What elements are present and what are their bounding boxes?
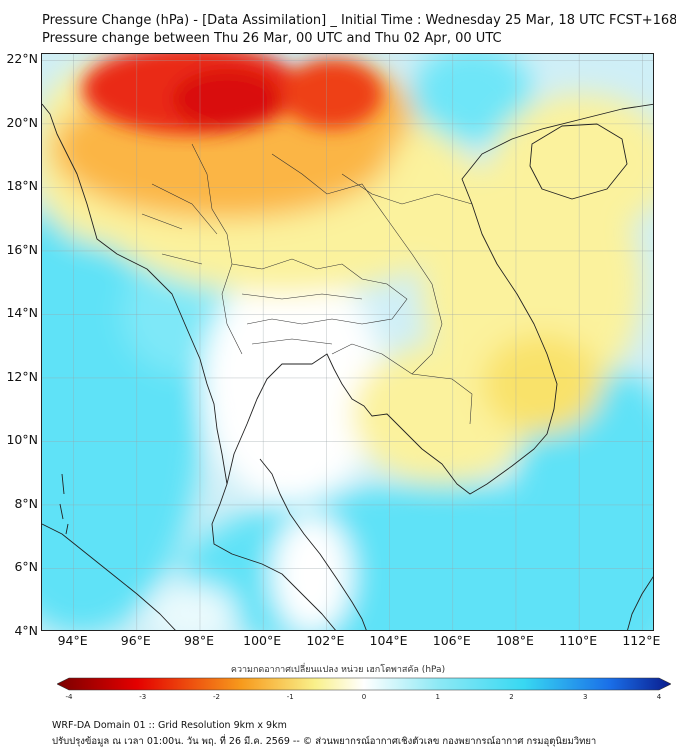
malay-east-coast	[259, 458, 367, 630]
lat-label: 6°N	[14, 559, 38, 575]
sumatra-coast	[42, 523, 176, 630]
andaman-islands	[59, 473, 69, 535]
field-red-center	[172, 69, 282, 129]
colorbar-tick-label: -1	[286, 693, 294, 701]
graticule	[42, 54, 653, 630]
lat-label: 12°N	[6, 368, 38, 384]
colorbar-tick-label: 3	[583, 693, 588, 701]
footer-update-info: ปรับปรุงข้อมูล ณ เวลา 01:00น. วัน พฤ. ที…	[52, 736, 597, 747]
provinces-myanmar	[141, 183, 218, 265]
lat-label: 14°N	[6, 305, 38, 321]
colorbar-title: ความกดอากาศเปลี่ยนแปลง หน่วย เฮกโตพาสคัล…	[230, 665, 446, 675]
lat-label: 10°N	[6, 432, 38, 448]
borneo-coast	[627, 576, 653, 630]
colorbar-tick-label: 2	[509, 693, 514, 701]
lat-label: 22°N	[6, 51, 38, 67]
colorbar-tick-label: -2	[213, 693, 220, 701]
lon-label: 100°E	[243, 633, 282, 648]
colorbar-tick-label: -4	[65, 693, 73, 701]
field-yellow-east-coast	[482, 334, 602, 434]
lat-label: 20°N	[6, 114, 38, 130]
lon-label: 110°E	[559, 633, 598, 648]
country-borders	[141, 143, 473, 425]
lon-label: 112°E	[622, 633, 661, 648]
pressure-change-map	[42, 54, 653, 630]
border-vietnam	[341, 173, 473, 205]
lat-label: 8°N	[14, 495, 38, 511]
hainan-island	[529, 123, 628, 200]
field-red-east	[282, 59, 382, 129]
provinces-thailand	[231, 258, 408, 345]
pressure-field	[42, 54, 653, 630]
field-white-center	[202, 264, 382, 504]
colorbar-bar	[57, 677, 671, 691]
lon-label: 96°E	[120, 633, 151, 648]
lon-label: 94°E	[57, 633, 88, 648]
footer-model-info: WRF-DA Domain 01 :: Grid Resolution 9km …	[52, 720, 287, 731]
colorbar-tick-label: 4	[656, 693, 662, 701]
gulf-of-thailand-coast	[226, 103, 653, 495]
lon-label: 102°E	[306, 633, 345, 648]
lat-label: 16°N	[6, 241, 38, 257]
field-white-southwest	[147, 584, 237, 630]
colorbar-tick-label: 1	[435, 693, 440, 701]
lat-label: 18°N	[6, 178, 38, 194]
border-laos	[271, 153, 443, 375]
coastlines	[42, 103, 653, 630]
lon-label: 104°E	[369, 633, 408, 648]
map-title: Pressure Change (hPa) - [Data Assimilati…	[42, 13, 676, 28]
lon-label: 106°E	[432, 633, 471, 648]
field-white-south	[272, 514, 352, 630]
colorbar-tick-label: -3	[139, 693, 147, 701]
colorbar-tick-label: 0	[361, 693, 367, 701]
field-cyan-northeast	[412, 54, 532, 144]
mainland-coast	[42, 103, 336, 630]
map-subtitle: Pressure change between Thu 26 Mar, 00 U…	[42, 31, 502, 46]
lon-label: 98°E	[183, 633, 215, 648]
border-cambodia	[331, 343, 473, 425]
map-panel	[41, 53, 654, 631]
colorbar	[57, 677, 671, 691]
lon-label: 108°E	[495, 633, 534, 648]
lat-label: 4°N	[14, 623, 38, 638]
border-myanmar-thailand	[191, 143, 243, 355]
field-yellow-hainan	[492, 94, 653, 234]
